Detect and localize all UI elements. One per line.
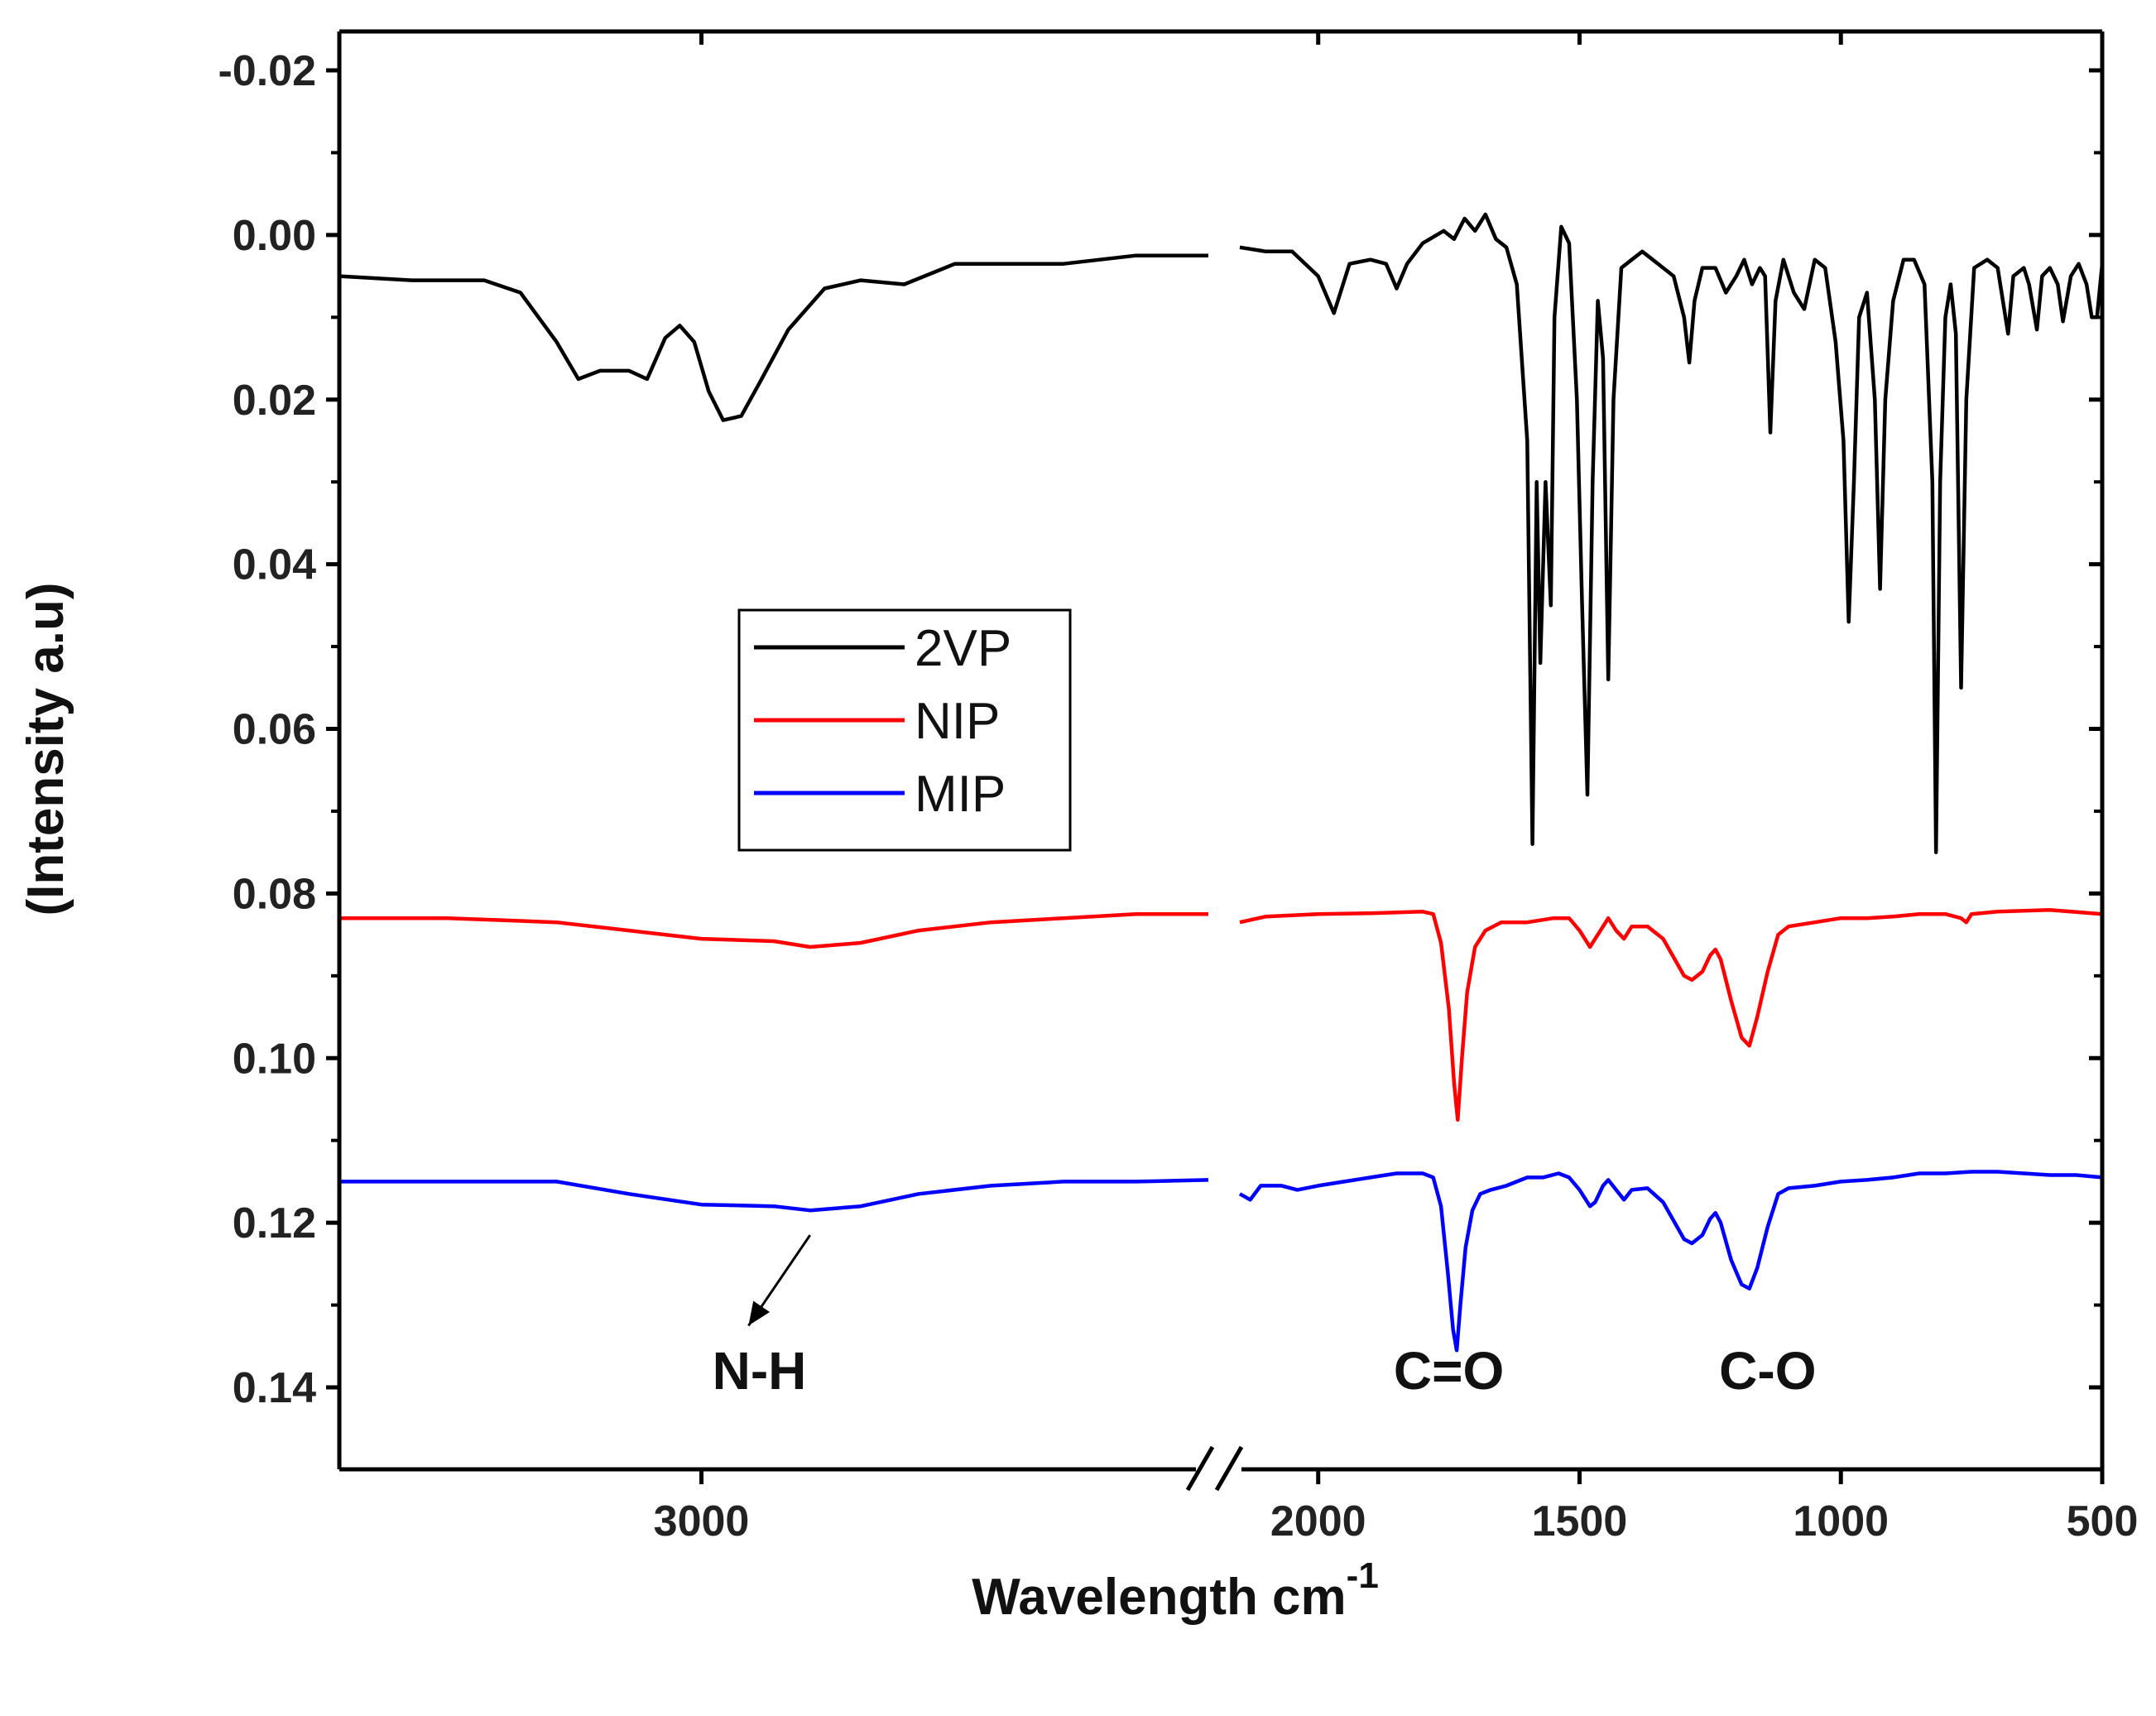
y-tick-label: 0.04 bbox=[233, 541, 316, 589]
x-axis-title-main: Wavelength cm bbox=[972, 1569, 1346, 1626]
series-line-mip-segment-2 bbox=[1238, 1170, 2103, 1353]
annotation-layer: N-H C=O C-O bbox=[713, 1234, 1816, 1401]
y-tick-label: -0.02 bbox=[218, 47, 316, 95]
axis-break-mark-2 bbox=[1214, 1445, 1244, 1492]
y-tick-label: 0.08 bbox=[233, 870, 316, 918]
x-tick-label: 3000 bbox=[654, 1497, 750, 1545]
x-tick-label: 1000 bbox=[1793, 1497, 1889, 1545]
x-tick-label: 500 bbox=[2067, 1497, 2139, 1545]
x-axis-title-superscript: -1 bbox=[1347, 1555, 1379, 1596]
series-line-nip-segment-1 bbox=[339, 911, 1208, 949]
y-axis-title: (Intensity a.u) bbox=[17, 582, 74, 916]
series-layer bbox=[339, 212, 2105, 1353]
x-tick-label: 1500 bbox=[1532, 1497, 1628, 1545]
series-line-2vp-segment-2 bbox=[1239, 212, 2105, 854]
axes-layer bbox=[337, 29, 2105, 1492]
annotation-label: C-O bbox=[1719, 1341, 1816, 1401]
legend-label-nip: NIP bbox=[915, 693, 1000, 750]
tick-layer: -0.02 0.00 0.02 0.04 0.06 0.08 0.10 0.12 0.14 300… bbox=[218, 31, 2138, 1545]
axis-break-mark-1 bbox=[1185, 1445, 1215, 1492]
legend-label-mip: MIP bbox=[915, 766, 1006, 823]
legend: 2VP NIP MIP bbox=[737, 608, 1072, 852]
annotation-label: N-H bbox=[713, 1341, 807, 1401]
x-tick-label: 2000 bbox=[1270, 1497, 1366, 1545]
annotation-arrowhead bbox=[748, 1300, 771, 1326]
y-tick-label: 0.14 bbox=[233, 1364, 316, 1412]
series-line-2vp-segment-1 bbox=[339, 253, 1208, 422]
series-line-mip-segment-1 bbox=[339, 1178, 1209, 1213]
y-tick-label: 0.06 bbox=[233, 706, 316, 754]
x-axis-title: Wavelength cm-1 bbox=[972, 1555, 1379, 1626]
y-tick-label: 0.12 bbox=[233, 1199, 316, 1247]
y-tick-label: 0.10 bbox=[233, 1035, 316, 1083]
legend-box bbox=[737, 608, 1072, 852]
y-tick-label: 0.02 bbox=[233, 377, 316, 425]
legend-label-2vp: 2VP bbox=[915, 620, 1011, 677]
annotation-label: C=O bbox=[1394, 1341, 1504, 1401]
y-tick-label: 0.00 bbox=[233, 212, 316, 260]
series-line-nip-segment-2 bbox=[1239, 908, 2103, 1122]
